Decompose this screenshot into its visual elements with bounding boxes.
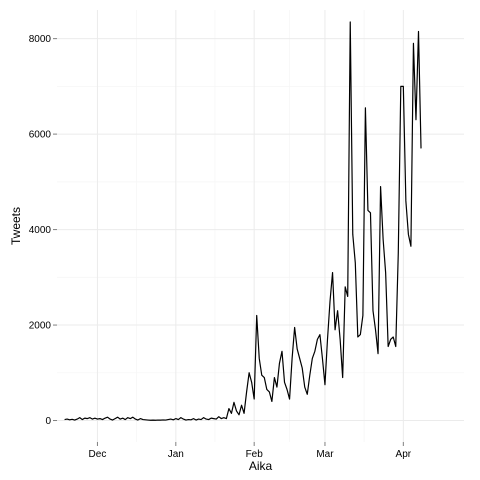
series-layer bbox=[64, 21, 422, 421]
x-axis: Dec Jan Feb Mar Apr bbox=[89, 442, 412, 460]
y-tick-label: 8000 bbox=[29, 34, 52, 45]
x-axis-title: Aika bbox=[249, 459, 273, 473]
y-tick-label: 0 bbox=[45, 416, 51, 427]
series-line bbox=[64, 21, 422, 421]
y-axis: 0 2000 4000 6000 8000 bbox=[29, 34, 57, 427]
y-tick-label: 4000 bbox=[29, 225, 52, 236]
x-tick-label: Dec bbox=[89, 449, 107, 460]
y-axis-title: Tweets bbox=[9, 207, 23, 245]
x-tick-label: Apr bbox=[396, 449, 412, 460]
grid-minor bbox=[57, 10, 464, 442]
y-tick-label: 6000 bbox=[29, 130, 52, 141]
x-tick-label: Jan bbox=[168, 449, 184, 460]
y-tick-label: 2000 bbox=[29, 321, 52, 332]
x-tick-label: Mar bbox=[316, 449, 334, 460]
x-tick-label: Feb bbox=[246, 449, 264, 460]
